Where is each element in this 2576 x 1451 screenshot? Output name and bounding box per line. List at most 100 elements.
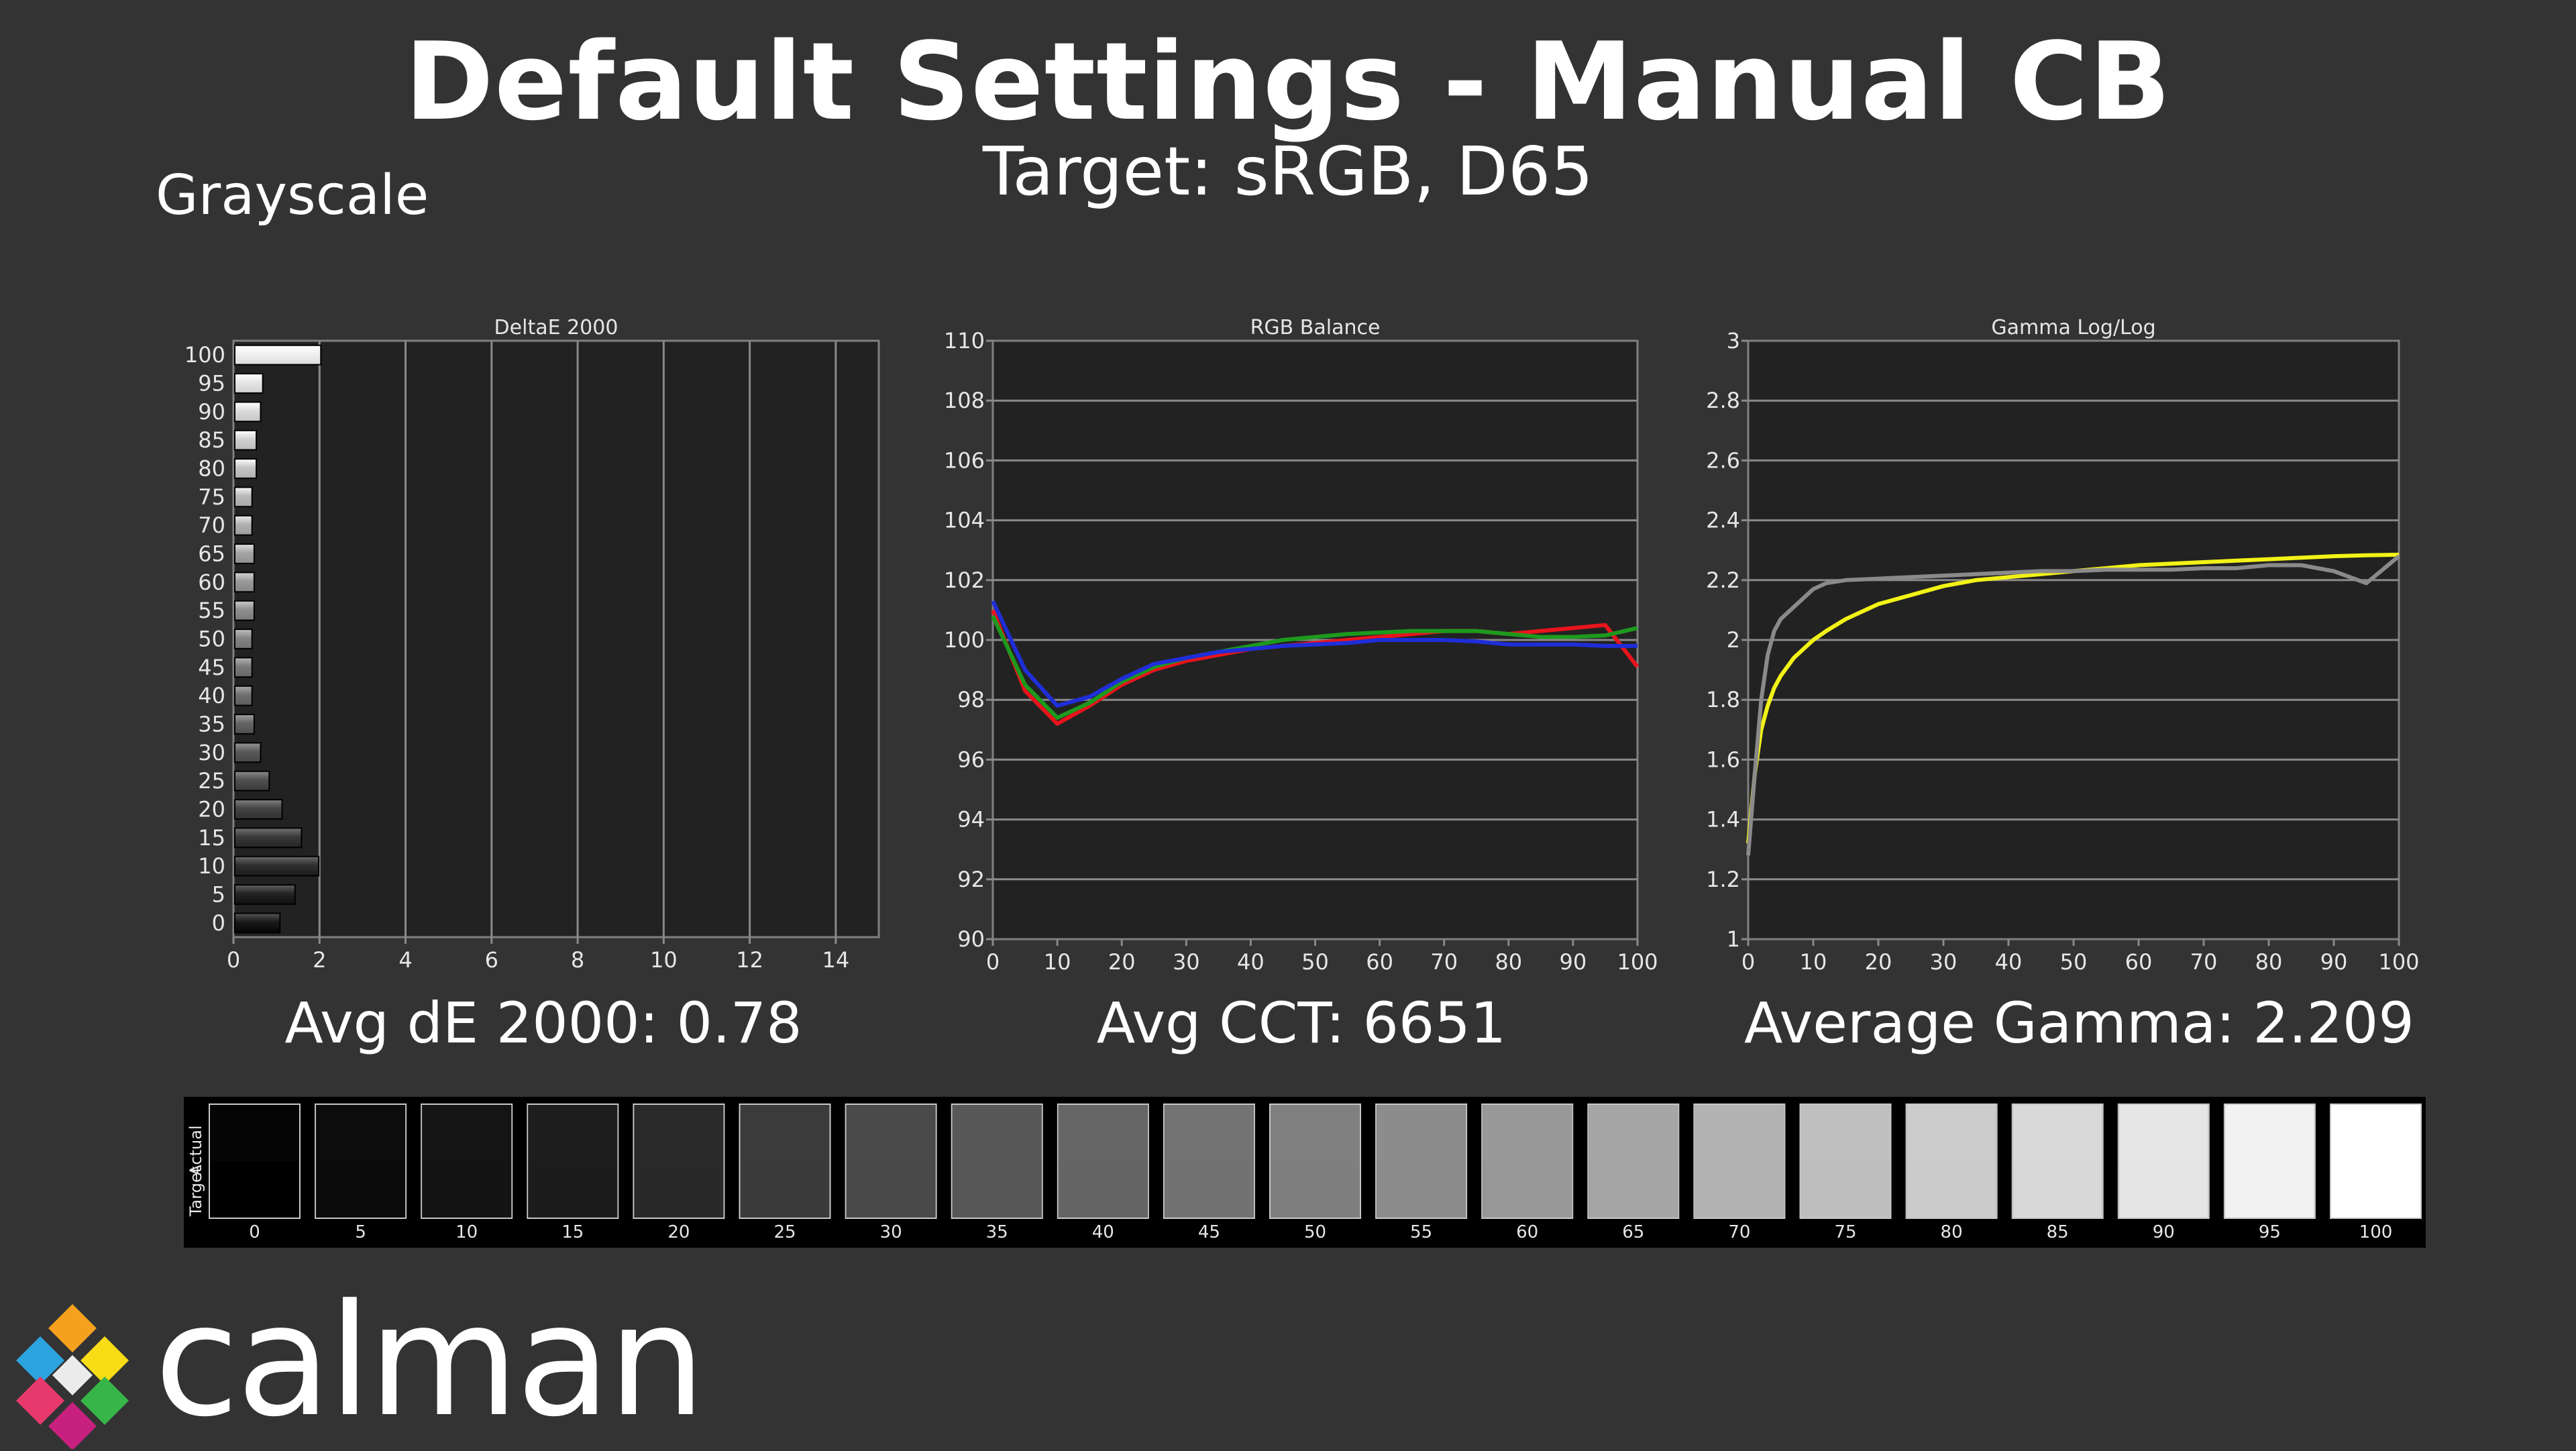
rgb-balance-x-tick-label: 40 bbox=[1237, 949, 1265, 975]
deltae-y-tick-label: 80 bbox=[198, 456, 225, 482]
swatch-level-label: 10 bbox=[455, 1222, 478, 1242]
swatch-actual bbox=[1589, 1105, 1678, 1161]
swatch-25: 25 bbox=[739, 1104, 831, 1242]
swatch-target-label: Target bbox=[186, 1167, 205, 1217]
deltae-y-tick-label: 70 bbox=[198, 513, 225, 538]
swatch-target bbox=[846, 1161, 936, 1218]
logo-diamond-blue bbox=[16, 1336, 64, 1385]
swatch-target bbox=[2331, 1161, 2420, 1218]
gamma-series-line bbox=[1746, 552, 2400, 844]
logo-diamond-orange bbox=[48, 1304, 97, 1352]
deltae-x-tick-label: 4 bbox=[398, 947, 412, 973]
rgb-balance-y-tick-label: 94 bbox=[957, 807, 985, 832]
swatch-actual bbox=[1801, 1105, 1890, 1161]
rgb-balance-x-tick-label: 60 bbox=[1366, 949, 1393, 975]
swatch-level-label: 35 bbox=[986, 1222, 1008, 1242]
rgb-balance-y-tick-label: 106 bbox=[944, 447, 985, 473]
swatch-5: 5 bbox=[315, 1104, 407, 1242]
swatch-actual bbox=[952, 1105, 1042, 1161]
deltae-bar bbox=[234, 515, 253, 536]
swatch-target bbox=[2118, 1161, 2208, 1218]
rgb-balance-x-tick-label: 50 bbox=[1301, 949, 1329, 975]
swatch-target bbox=[1695, 1161, 1784, 1218]
swatch-actual-label: Actual bbox=[186, 1125, 205, 1175]
deltae-y-tick-label: 100 bbox=[184, 342, 225, 368]
deltae-bar bbox=[234, 884, 296, 905]
swatch-60: 60 bbox=[1481, 1104, 1574, 1242]
deltae-bar bbox=[234, 685, 253, 706]
deltae-y-tick-label: 0 bbox=[212, 910, 225, 936]
gamma-x-tick-label: 100 bbox=[2378, 949, 2419, 975]
deltae-y-tick-label: 15 bbox=[198, 825, 225, 851]
swatch-level-label: 5 bbox=[355, 1222, 366, 1242]
deltae-plot-area bbox=[232, 339, 880, 938]
gamma-series-line bbox=[1746, 554, 2400, 856]
swatch-40: 40 bbox=[1057, 1104, 1149, 1242]
deltae-y-tick-label: 60 bbox=[198, 570, 225, 595]
gamma-y-tick-label: 1.8 bbox=[1706, 687, 1740, 712]
rgb-balance-x-tick-label: 20 bbox=[1108, 949, 1136, 975]
gamma-x-tick-label: 0 bbox=[1741, 949, 1755, 975]
rgb-balance-y-tick-label: 92 bbox=[957, 867, 985, 892]
swatch-frame bbox=[1693, 1104, 1786, 1219]
rgb-balance-y-tick-label: 98 bbox=[957, 687, 985, 712]
gamma-x-tick-label: 80 bbox=[2255, 949, 2283, 975]
swatch-actual bbox=[2224, 1105, 2314, 1161]
rgb-balance-y-tick-label: 100 bbox=[944, 627, 985, 653]
deltae-y-tick-label: 75 bbox=[198, 484, 225, 510]
swatch-actual bbox=[1164, 1105, 1254, 1161]
swatch-level-label: 65 bbox=[1622, 1222, 1644, 1242]
swatch-frame bbox=[421, 1104, 513, 1219]
gamma-y-tick-label: 2.4 bbox=[1706, 508, 1740, 533]
deltae-y-tick-label: 90 bbox=[198, 399, 225, 425]
logo-diamond-magenta bbox=[48, 1402, 97, 1449]
gamma-x-tick-label: 90 bbox=[2320, 949, 2348, 975]
deltae-x-tick-label: 6 bbox=[485, 947, 498, 973]
rgb-balance-y-tick-label: 90 bbox=[957, 926, 985, 952]
gamma-x-tick-label: 30 bbox=[1930, 949, 1957, 975]
swatch-actual bbox=[634, 1105, 724, 1161]
swatch-frame bbox=[1057, 1104, 1149, 1219]
swatch-85: 85 bbox=[2011, 1104, 2104, 1242]
rgb-balance-x-tick-label: 80 bbox=[1495, 949, 1522, 975]
deltae-bar bbox=[234, 486, 253, 508]
swatch-level-label: 100 bbox=[2359, 1222, 2393, 1242]
rgb-balance-chart-title: RGB Balance bbox=[1250, 316, 1381, 339]
deltae-bar bbox=[234, 827, 303, 849]
deltae-bar bbox=[234, 543, 255, 564]
swatch-level-label: 75 bbox=[1834, 1222, 1856, 1242]
swatch-level-label: 55 bbox=[1410, 1222, 1432, 1242]
deltae-bar bbox=[234, 770, 270, 792]
swatch-frame bbox=[1269, 1104, 1361, 1219]
gamma-y-tick-label: 2.8 bbox=[1706, 388, 1740, 413]
logo-diamond-pink bbox=[16, 1377, 64, 1425]
deltae-bar bbox=[234, 714, 255, 735]
swatch-target bbox=[528, 1161, 618, 1218]
swatch-frame bbox=[1587, 1104, 1680, 1219]
calman-logo-text: calman bbox=[154, 1272, 706, 1451]
swatch-frame bbox=[1375, 1104, 1468, 1219]
deltae-bar bbox=[234, 401, 262, 423]
swatch-level-label: 45 bbox=[1198, 1222, 1220, 1242]
swatch-actual bbox=[1483, 1105, 1572, 1161]
swatch-actual bbox=[1271, 1105, 1360, 1161]
swatch-target bbox=[316, 1161, 406, 1218]
logo-diamond-yellow bbox=[80, 1336, 129, 1385]
swatch-level-label: 25 bbox=[773, 1222, 796, 1242]
rgb-balance-x-tick-label: 100 bbox=[1617, 949, 1658, 975]
avg-gamma-summary: Average Gamma: 2.209 bbox=[1744, 990, 2414, 1056]
swatch-frame bbox=[2117, 1104, 2210, 1219]
deltae-y-tick-label: 55 bbox=[198, 598, 225, 623]
deltae-bar bbox=[234, 572, 255, 593]
deltae-bar bbox=[234, 855, 320, 877]
swatch-95: 95 bbox=[2223, 1104, 2316, 1242]
logo-diamond-green bbox=[80, 1377, 129, 1425]
swatch-actual bbox=[2331, 1105, 2420, 1161]
deltae-y-tick-label: 35 bbox=[198, 712, 225, 737]
swatch-target bbox=[1271, 1161, 1360, 1218]
swatch-target bbox=[1589, 1161, 1678, 1218]
swatch-frame bbox=[209, 1104, 301, 1219]
rgb-balance-y-tick-label: 102 bbox=[944, 568, 985, 593]
gamma-chart: Gamma Log/Log 1 1.2 1.4 1.6 1.8 2 2.2 2.4 2.6 2.8 3… bbox=[1706, 316, 2419, 975]
